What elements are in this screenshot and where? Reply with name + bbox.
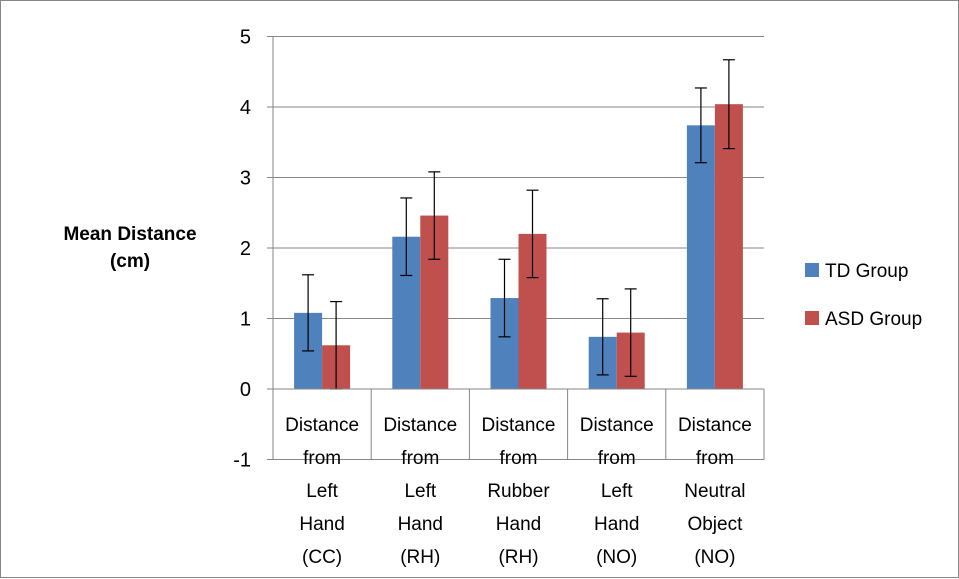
category-labels: Distance from Left Hand (CC) Distance from Left… xyxy=(285,415,752,568)
category-label: from xyxy=(401,448,439,469)
category-label: Left xyxy=(306,481,338,502)
y-tick-label: 2 xyxy=(240,238,251,260)
category-label: (RH) xyxy=(498,547,538,568)
category-label: from xyxy=(303,448,341,469)
category-label: from xyxy=(696,448,734,469)
y-axis-title-line: Mean Distance xyxy=(63,224,196,245)
legend: TD Group ASD Group xyxy=(805,261,922,330)
category-label: (NO) xyxy=(596,547,637,568)
legend-label: ASD Group xyxy=(825,309,922,330)
y-tick-labels: -1 0 1 2 3 4 5 xyxy=(233,27,251,472)
y-tick-label: -1 xyxy=(233,450,251,472)
category-label: Neutral xyxy=(684,481,745,502)
bars xyxy=(294,104,743,390)
category-label: Distance xyxy=(285,415,359,436)
category-label: Distance xyxy=(482,415,556,436)
category-label: (RH) xyxy=(400,547,440,568)
category-label: Distance xyxy=(678,415,752,436)
category-label: Left xyxy=(404,481,436,502)
category-label: from xyxy=(500,448,538,469)
y-tick-label: 4 xyxy=(240,97,251,119)
legend-label: TD Group xyxy=(825,261,908,282)
y-axis-title: Mean Distance (cm) xyxy=(63,224,196,272)
legend-swatch xyxy=(805,263,819,277)
category-label: (CC) xyxy=(302,547,342,568)
y-tick-label: 3 xyxy=(240,168,251,190)
category-label: Hand xyxy=(496,514,541,535)
category-label: Object xyxy=(687,514,743,535)
y-tick-label: 0 xyxy=(240,379,251,401)
bar xyxy=(714,104,743,390)
category-label: Distance xyxy=(580,415,654,436)
category-label: Hand xyxy=(594,514,639,535)
axes xyxy=(267,36,765,460)
category-label: (NO) xyxy=(694,547,735,568)
category-label: Left xyxy=(601,481,633,502)
category-label: Distance xyxy=(383,415,457,436)
category-label: Hand xyxy=(398,514,443,535)
bar xyxy=(686,125,715,389)
y-axis-title-line: (cm) xyxy=(110,251,150,272)
category-label: Rubber xyxy=(487,481,550,502)
category-label: Hand xyxy=(299,514,344,535)
y-tick-label: 1 xyxy=(240,309,251,331)
category-label: from xyxy=(598,448,636,469)
y-tick-label: 5 xyxy=(240,27,251,49)
legend-swatch xyxy=(805,311,819,325)
